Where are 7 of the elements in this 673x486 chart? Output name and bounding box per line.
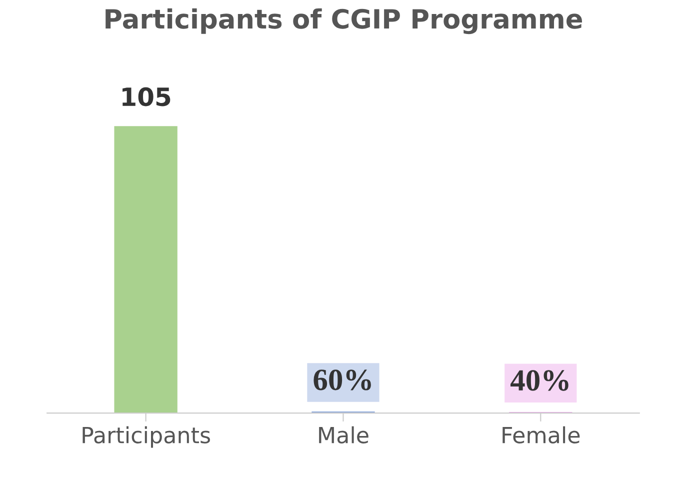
x-tick-label: Female (502, 426, 580, 444)
data-label: 105 (122, 87, 170, 106)
x-tick-label: Participants (82, 426, 210, 448)
data-label: 60% (314, 370, 371, 390)
chart-title: Participants of CGIP Programme (106, 8, 582, 34)
x-tick-label: Male (319, 426, 368, 444)
data-label: 40% (510, 370, 568, 391)
